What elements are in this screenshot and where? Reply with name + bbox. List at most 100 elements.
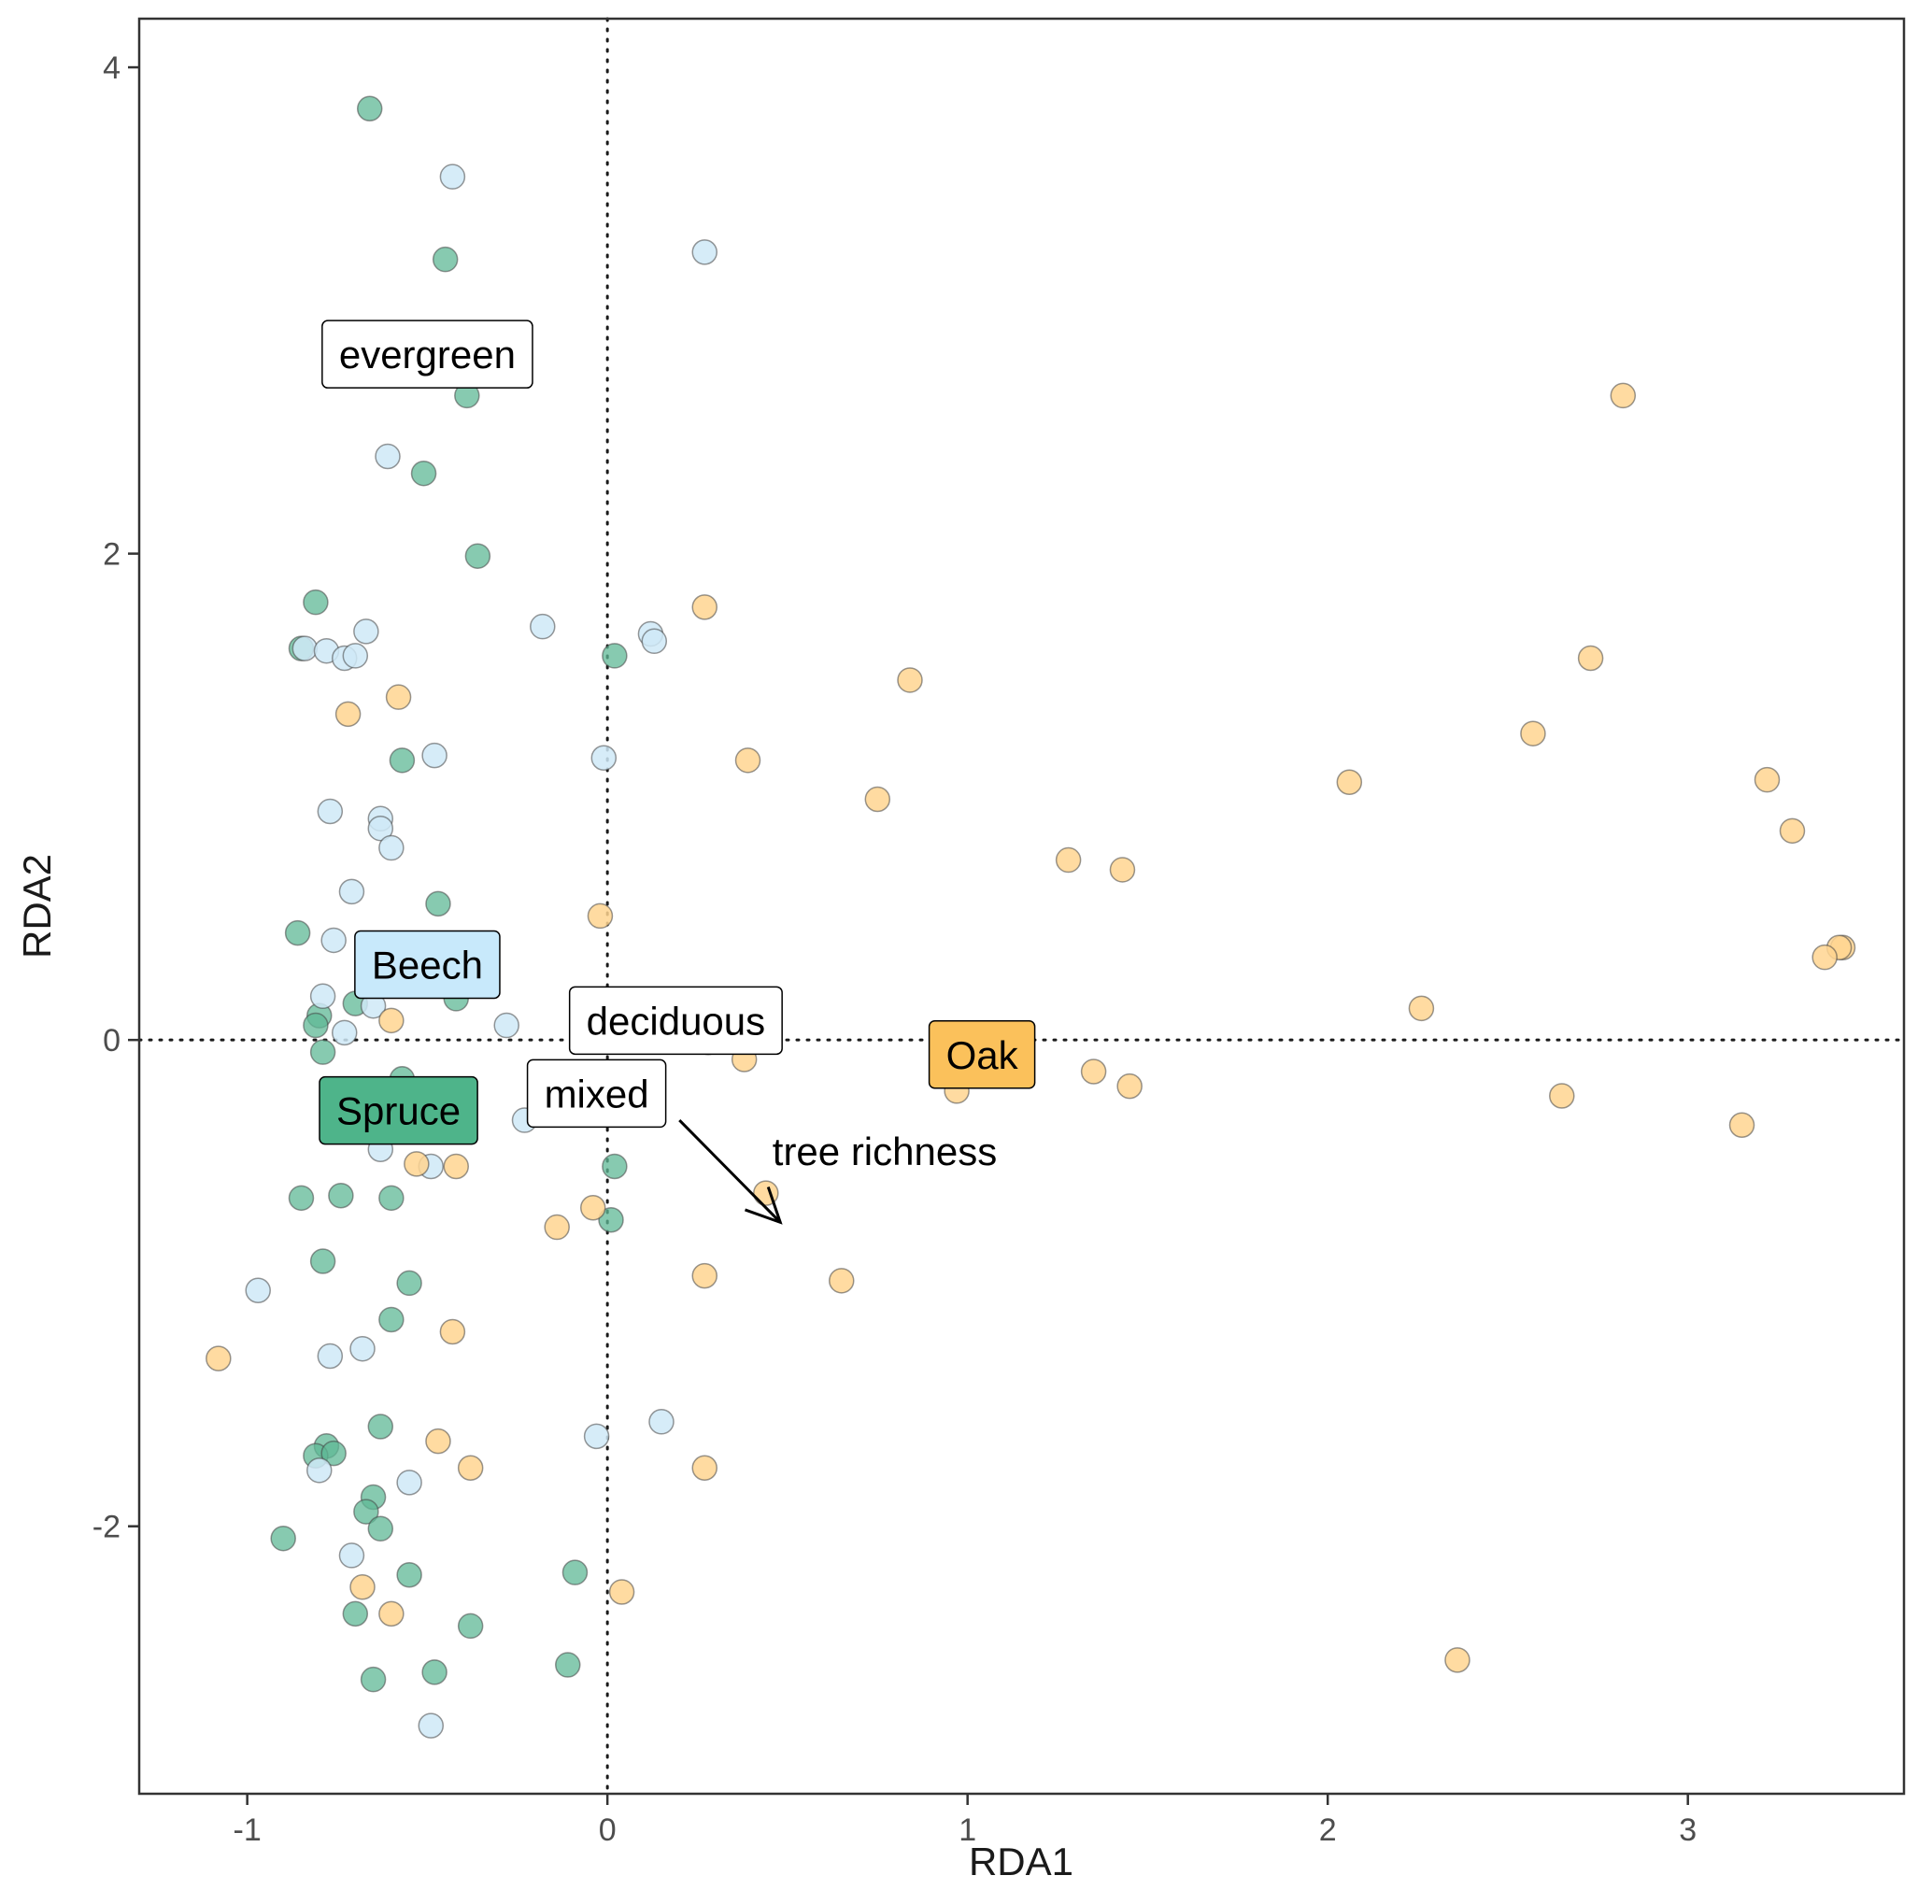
point-oak — [385, 684, 412, 710]
y-tick-label: 4 — [103, 50, 121, 86]
point-oak — [1080, 1059, 1107, 1085]
point-oak — [443, 1153, 469, 1180]
point-beech — [418, 1712, 445, 1739]
panel-border — [137, 17, 1906, 1796]
point-spruce — [328, 1182, 354, 1209]
label-text: Spruce — [336, 1089, 461, 1133]
point-spruce — [284, 919, 311, 946]
point-oak — [1520, 720, 1546, 746]
x-axis: -1 0 1 2 3 — [234, 1794, 1697, 1848]
point-beech — [583, 1423, 610, 1450]
point-oak — [587, 902, 614, 930]
label-spruce: Spruce — [319, 1075, 478, 1145]
arrow-shaft — [678, 1118, 782, 1224]
point-spruce — [367, 1515, 394, 1542]
label-text: evergreen — [339, 333, 516, 377]
panel-background — [139, 19, 1904, 1794]
label-beech: Beech — [354, 930, 501, 1000]
point-spruce — [378, 1306, 405, 1333]
point-spruce — [410, 460, 437, 487]
label-text: deciduous — [587, 999, 765, 1043]
point-spruce — [389, 747, 416, 774]
point-spruce — [309, 1248, 336, 1274]
series-oak — [206, 382, 1856, 1673]
point-oak — [1811, 944, 1838, 971]
point-spruce — [425, 890, 451, 917]
point-spruce — [396, 1562, 422, 1588]
point-oak — [1055, 846, 1082, 874]
point-beech — [421, 742, 447, 769]
point-oak — [734, 747, 761, 774]
label-box — [354, 930, 501, 1000]
arrow-label: tree richness — [773, 1130, 997, 1173]
point-oak — [864, 786, 891, 813]
point-oak — [439, 1318, 466, 1345]
label-box — [319, 1075, 478, 1145]
x-tick-label: 1 — [959, 1812, 976, 1848]
point-oak — [1779, 817, 1806, 845]
point-beech — [367, 815, 394, 842]
x-tick-label: 3 — [1679, 1812, 1697, 1848]
point-oak — [1336, 769, 1363, 796]
point-spruce — [598, 1207, 624, 1233]
point-spruce — [309, 1039, 336, 1065]
point-beech — [648, 1409, 675, 1435]
point-spruce — [555, 1652, 581, 1678]
point-beech — [641, 628, 668, 655]
y-tick-label: -2 — [92, 1510, 121, 1545]
point-beech — [349, 1335, 376, 1362]
point-oak — [206, 1345, 232, 1371]
y-tick-label: 0 — [103, 1023, 121, 1059]
point-oak — [349, 1574, 376, 1600]
label-mixed: mixed — [526, 1059, 667, 1129]
point-oak — [1728, 1112, 1755, 1138]
point-oak — [579, 1194, 606, 1221]
label-layer: evergreen Beech deciduous Oak mixed Spruce — [319, 320, 1036, 1145]
point-oak — [1610, 382, 1637, 409]
point-beech — [338, 1542, 365, 1569]
y-tick-label: 2 — [103, 537, 121, 573]
point-spruce — [353, 1499, 379, 1525]
label-box — [321, 320, 533, 389]
point-oak — [1549, 1083, 1575, 1109]
point-spruce — [342, 1600, 369, 1627]
label-text: Oak — [946, 1033, 1019, 1077]
point-spruce — [602, 1153, 628, 1180]
point-spruce — [320, 1440, 347, 1467]
point-beech — [306, 1457, 333, 1484]
arrow-head — [745, 1186, 783, 1225]
point-oak — [404, 1151, 430, 1177]
point-spruce — [360, 1666, 387, 1693]
point-beech — [530, 613, 556, 640]
point-beech — [317, 798, 344, 825]
point-oak — [457, 1455, 484, 1481]
label-deciduous: deciduous — [568, 986, 783, 1056]
label-evergreen: evergreen — [321, 320, 533, 389]
point-spruce — [367, 1414, 394, 1440]
point-oak — [1116, 1073, 1143, 1100]
point-oak — [691, 1455, 718, 1481]
point-oak — [1408, 995, 1435, 1022]
label-box — [568, 986, 783, 1056]
point-beech — [291, 635, 319, 661]
point-oak — [378, 1007, 405, 1034]
point-beech — [320, 927, 347, 954]
x-tick-label: 0 — [599, 1812, 617, 1848]
point-spruce — [464, 543, 491, 569]
point-beech — [331, 1019, 358, 1046]
point-beech — [590, 745, 618, 771]
point-oak — [544, 1214, 570, 1241]
point-spruce — [356, 95, 383, 122]
label-text: Beech — [372, 943, 483, 987]
point-spruce — [303, 1012, 329, 1039]
point-beech — [691, 239, 718, 265]
label-text: mixed — [545, 1072, 649, 1115]
x-tick-label: 2 — [1319, 1812, 1337, 1848]
point-oak — [1109, 857, 1136, 883]
point-beech — [338, 878, 365, 905]
label-box — [928, 1020, 1036, 1089]
label-oak: Oak — [928, 1020, 1036, 1089]
point-oak — [828, 1268, 855, 1294]
point-oak — [1444, 1647, 1470, 1673]
